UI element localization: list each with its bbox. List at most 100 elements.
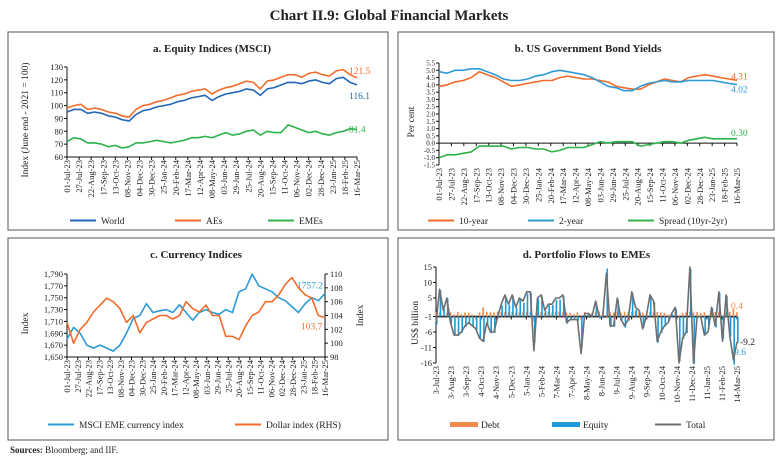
x-tick-label: 4-Nov-23 (491, 366, 501, 399)
x-tick-label: 8-May-24 (582, 365, 592, 400)
y-tick-label: 60 (55, 152, 64, 162)
end-label: 0.4 (731, 302, 743, 312)
x-tick-label: 22-Aug-23 (459, 168, 469, 205)
bar-debt (681, 312, 684, 317)
bar-equity (646, 316, 648, 319)
bar-equity (566, 316, 569, 324)
bar-debt (489, 312, 492, 317)
x-tick-label: 08-May-24 (191, 359, 201, 398)
bar-equity (595, 302, 598, 317)
bar-equity (501, 305, 503, 317)
panel-border (397, 31, 775, 231)
y-tick-label: -1 (425, 312, 432, 322)
series-line-2-year (438, 68, 738, 92)
y-tick-label: 100 (50, 101, 63, 111)
end-label: 116.1 (349, 92, 370, 102)
x-tick-label: 03-Jun-24 (595, 167, 605, 202)
y-axis-label-right: Index (356, 304, 366, 326)
bar-debt (605, 316, 608, 319)
x-tick-label: 28-Dec-24 (288, 359, 298, 396)
x-tick-label: 20-Feb-24 (171, 159, 181, 195)
x-tick-label: 16-Mar-25 (732, 168, 742, 205)
legend-label: 2-year (559, 217, 584, 227)
x-tick-label: 11-Jan-25 (702, 366, 712, 400)
x-tick-label: 20-Feb-24 (159, 359, 169, 395)
bar-equity (693, 316, 696, 364)
sources-text: Bloomberg; and IIF. (45, 445, 118, 455)
bar-debt (692, 312, 695, 317)
bar-equity (541, 296, 543, 317)
bar-equity (631, 293, 634, 317)
panel-b: b. US Government Bond Yields -1.5-1.0-0.5… (397, 31, 775, 231)
x-tick-label: 01-Jul-23 (62, 360, 72, 393)
x-tick-label: 15-Sep-24 (245, 359, 255, 395)
y-tick-label: -1.0 (424, 154, 436, 162)
bar-debt (667, 314, 669, 317)
bar-debt (565, 312, 568, 317)
x-tick-label: 17-Mar-24 (558, 167, 568, 204)
x-tick-label: 27-Jul-23 (73, 360, 83, 393)
bar-equity (657, 316, 659, 343)
x-tick-label: 11-Dec-24 (687, 365, 697, 402)
bar-debt (703, 312, 706, 317)
bar-equity (649, 296, 652, 317)
x-tick-label: 27-Jul-23 (446, 168, 456, 201)
x-tick-label: 7-Apr-24 (566, 365, 576, 397)
y-tick-label: -6 (425, 327, 432, 337)
bar-debt (460, 314, 463, 317)
bar-equity (454, 316, 456, 336)
y-tick-label: -11 (421, 343, 432, 353)
bar-equity (635, 309, 638, 317)
bar-debt (699, 312, 702, 317)
bar-debt (573, 314, 575, 317)
y-tick-label: -0.5 (424, 147, 436, 155)
y-tick-label: 1.5 (426, 118, 435, 126)
x-tick-label: 25-Jan-24 (533, 167, 543, 202)
x-tick-label: 03-Jun-24 (202, 359, 212, 394)
bar-debt (732, 308, 735, 317)
y-tick-label: 120 (50, 75, 63, 85)
bar-equity (588, 314, 590, 317)
y-tick-label-right: 106 (330, 297, 343, 307)
bar-equity (483, 316, 485, 342)
x-tick-label: 02-Dec-24 (277, 359, 287, 396)
bar-equity (697, 316, 699, 319)
y-tick-label: 10 (424, 277, 433, 287)
x-tick-label: 10-Nov-24 (672, 365, 682, 403)
y-tick-label-right: 98 (330, 352, 339, 362)
end-label: 1757.2 (297, 281, 323, 291)
legend-label: Debt (481, 421, 500, 431)
x-tick-label: 08-Nov-23 (496, 168, 506, 205)
figure-title: Chart II.9: Global Financial Markets (270, 8, 509, 24)
bar-equity (486, 316, 489, 325)
bar-equity (642, 316, 645, 329)
bar-debt (435, 311, 437, 317)
bar-debt (482, 307, 484, 317)
y-tick-label: 70 (55, 139, 64, 149)
bar-equity (515, 307, 518, 317)
x-tick-label: 16-Mar-25 (320, 360, 330, 397)
x-tick-label: 18-Feb-25 (340, 160, 350, 195)
x-tick-label: 18-Feb-25 (309, 360, 319, 395)
bar-debt (453, 314, 455, 317)
bar-debt (536, 312, 539, 317)
x-tick-label: 11-Feb-25 (717, 366, 727, 401)
x-tick-label: 20-Aug-24 (234, 359, 244, 397)
y-tick-label-right: 100 (330, 338, 343, 348)
x-tick-label: 11-Oct-24 (658, 167, 668, 202)
x-tick-label: 23-Jan-25 (328, 160, 338, 194)
bar-equity (599, 316, 601, 319)
sources-note: Sources: Bloomberg; and IIF. (10, 445, 118, 455)
x-tick-label: 08-May-24 (207, 159, 217, 198)
bar-equity (559, 299, 561, 317)
x-tick-label: 13-Oct-23 (110, 160, 120, 195)
x-tick-label: 9-Jul-24 (612, 365, 622, 394)
bar-equity (461, 316, 463, 333)
y-tick-label: 130 (50, 62, 63, 72)
x-tick-label: 23-Jan-25 (299, 360, 309, 394)
bar-debt (580, 316, 582, 320)
bar-debt (493, 312, 495, 317)
series-line-spread-10yr-2yr- (438, 136, 737, 159)
bar-equity (581, 316, 583, 348)
bar-equity (465, 316, 467, 327)
